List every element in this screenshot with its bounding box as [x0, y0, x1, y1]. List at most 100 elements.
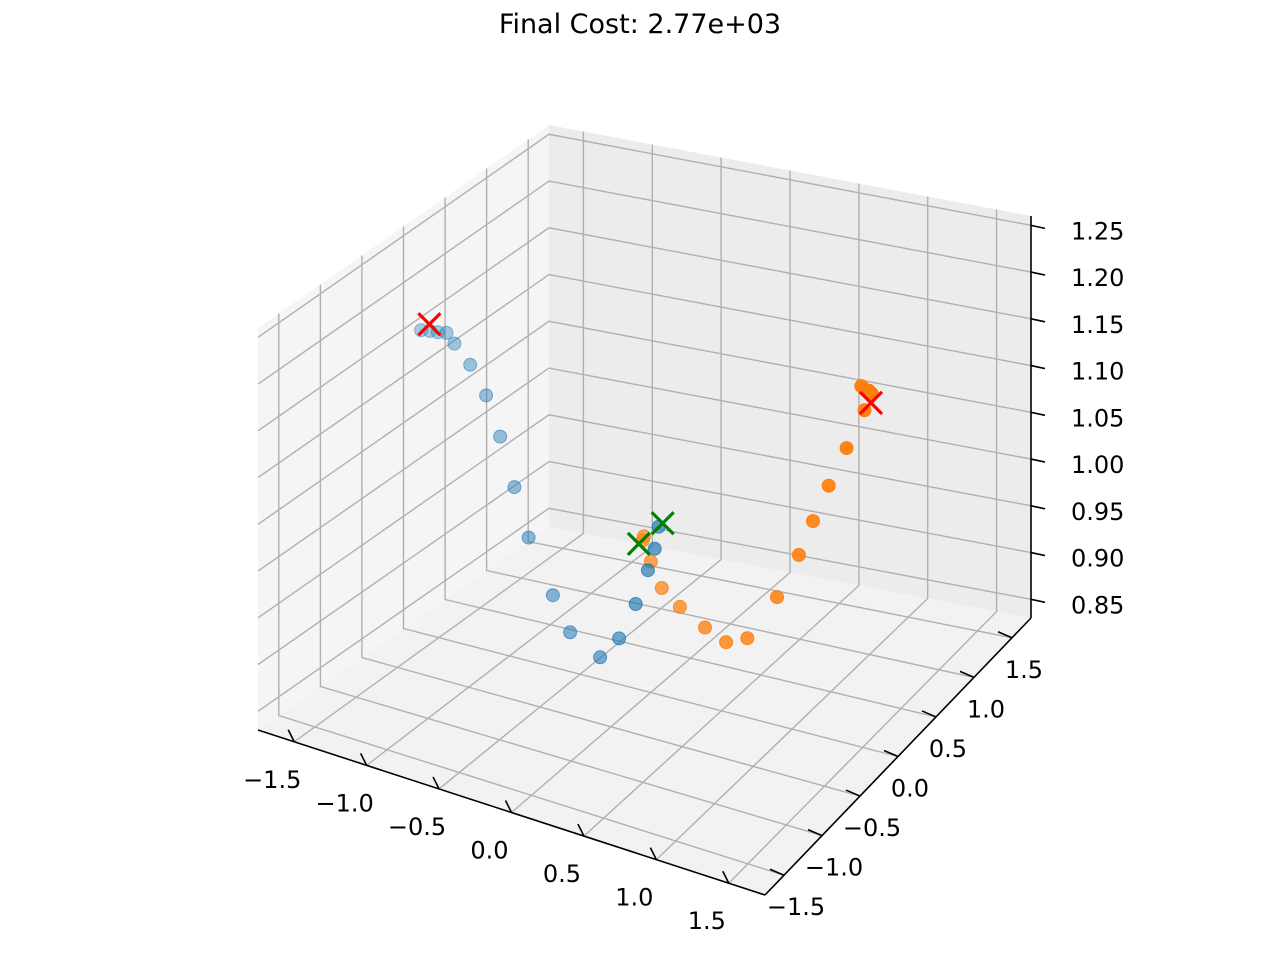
grid-line-z	[257, 227, 1032, 432]
x-tick	[432, 776, 440, 790]
series-1-point	[521, 530, 536, 545]
x-tick	[577, 823, 585, 837]
grid-line-y	[485, 168, 975, 679]
z-tick	[1030, 598, 1046, 604]
grid-line-x	[583, 183, 860, 837]
x-tick	[287, 729, 295, 743]
y-tick	[997, 631, 1013, 639]
z-tick	[1030, 458, 1046, 463]
z-tick-label: 0.85	[1071, 591, 1124, 619]
end-marker	[417, 312, 442, 337]
x-axis-line	[257, 729, 766, 896]
x-tick-label: 1.5	[688, 907, 726, 935]
x-tick-label: 0.5	[543, 860, 581, 888]
y-tick-label: 1.0	[967, 695, 1005, 723]
end-marker-stroke	[417, 312, 442, 337]
series-2-point	[770, 590, 784, 605]
y-tick-label: −1.0	[805, 854, 863, 882]
series-1-point	[612, 631, 627, 646]
series-1-point	[545, 588, 560, 603]
grid-line-z	[257, 180, 1032, 385]
x-tick-label: 1.0	[615, 884, 653, 912]
z-tick	[1030, 224, 1046, 230]
grid-line-z	[257, 460, 1032, 666]
series-2-point	[740, 631, 755, 646]
series-1-point	[463, 357, 478, 372]
series-1-point	[479, 388, 494, 403]
end-marker-stroke	[858, 390, 884, 415]
grid-line-y	[361, 255, 861, 797]
series-1-point	[507, 480, 522, 495]
series-1-point	[640, 563, 655, 578]
z-tick	[1030, 411, 1046, 417]
series-1-point	[563, 625, 578, 640]
grid-line-z	[257, 320, 1032, 525]
z-tick	[1030, 551, 1046, 557]
series-1-point	[493, 429, 508, 444]
end-marker	[858, 390, 884, 415]
grid-line-y	[319, 284, 823, 837]
series-1-point	[647, 541, 662, 556]
z-tick	[1030, 271, 1046, 276]
data-points	[414, 312, 884, 665]
series-1-point	[628, 597, 643, 611]
x-tick	[504, 800, 513, 813]
z-tick-label: 1.15	[1071, 311, 1124, 339]
z-tick-label: 0.90	[1071, 545, 1124, 573]
grid-line-z	[257, 367, 1032, 572]
grid-line-x	[655, 196, 929, 861]
z-tick-label: 0.95	[1071, 498, 1124, 526]
start-marker	[626, 531, 651, 556]
series-2-point	[839, 441, 854, 456]
y-tick	[845, 789, 861, 797]
series-2-point	[821, 478, 836, 493]
z-tick-label: 1.10	[1071, 358, 1124, 386]
grid-line-x	[511, 170, 791, 814]
y-tick	[921, 710, 937, 718]
series-2-point	[719, 635, 734, 650]
grid-line-x	[728, 209, 998, 884]
z-tick-label: 1.25	[1071, 217, 1124, 245]
y-tick	[769, 868, 785, 876]
grid-line-x	[293, 131, 585, 743]
series-2-point	[791, 547, 806, 562]
start-marker	[650, 511, 675, 536]
z-tick	[1030, 318, 1046, 323]
z-tick	[1030, 505, 1046, 510]
x-tick	[359, 752, 368, 766]
y-tick-label: −1.5	[767, 893, 825, 921]
start-marker-stroke	[626, 531, 651, 556]
y-tick-label: 0.0	[891, 775, 929, 803]
x-tick-label: −0.5	[388, 813, 446, 841]
z-tick-label: 1.05	[1071, 404, 1124, 432]
series-2-point	[806, 514, 820, 529]
series-2-point	[672, 599, 687, 614]
axis-lines	[257, 216, 1046, 896]
grid-line-z	[257, 273, 1032, 479]
y-tick	[807, 828, 823, 837]
z-tick	[1030, 364, 1046, 370]
grid-line-z	[257, 133, 1032, 338]
x-tick	[649, 847, 658, 861]
x-tick-label: −1.0	[316, 789, 374, 817]
series-2-point	[654, 581, 669, 595]
grid-line-z	[257, 507, 1032, 712]
chart-title: Final Cost: 2.77e+03	[499, 9, 781, 40]
z-tick-label: 1.00	[1071, 451, 1124, 479]
series-1-point	[447, 336, 462, 351]
y-tick-label: −0.5	[843, 814, 901, 842]
series-1-point	[414, 323, 429, 338]
grid-line-y	[402, 226, 899, 758]
grid-line-x	[438, 157, 722, 790]
grid-line-y	[444, 197, 937, 718]
floor-pane	[258, 527, 1031, 895]
series-1-point	[593, 650, 608, 665]
start-marker-stroke	[650, 511, 675, 536]
series-2-point	[854, 379, 869, 394]
tick-labels: −1.5−1.0−0.50.00.51.01.5 −1.5−1.0−0.50.00…	[243, 217, 1124, 935]
grid-line-y	[278, 313, 785, 876]
grid-line-z	[257, 414, 1032, 619]
y-tick	[959, 670, 975, 679]
y-tick-label: 1.5	[1005, 656, 1043, 684]
